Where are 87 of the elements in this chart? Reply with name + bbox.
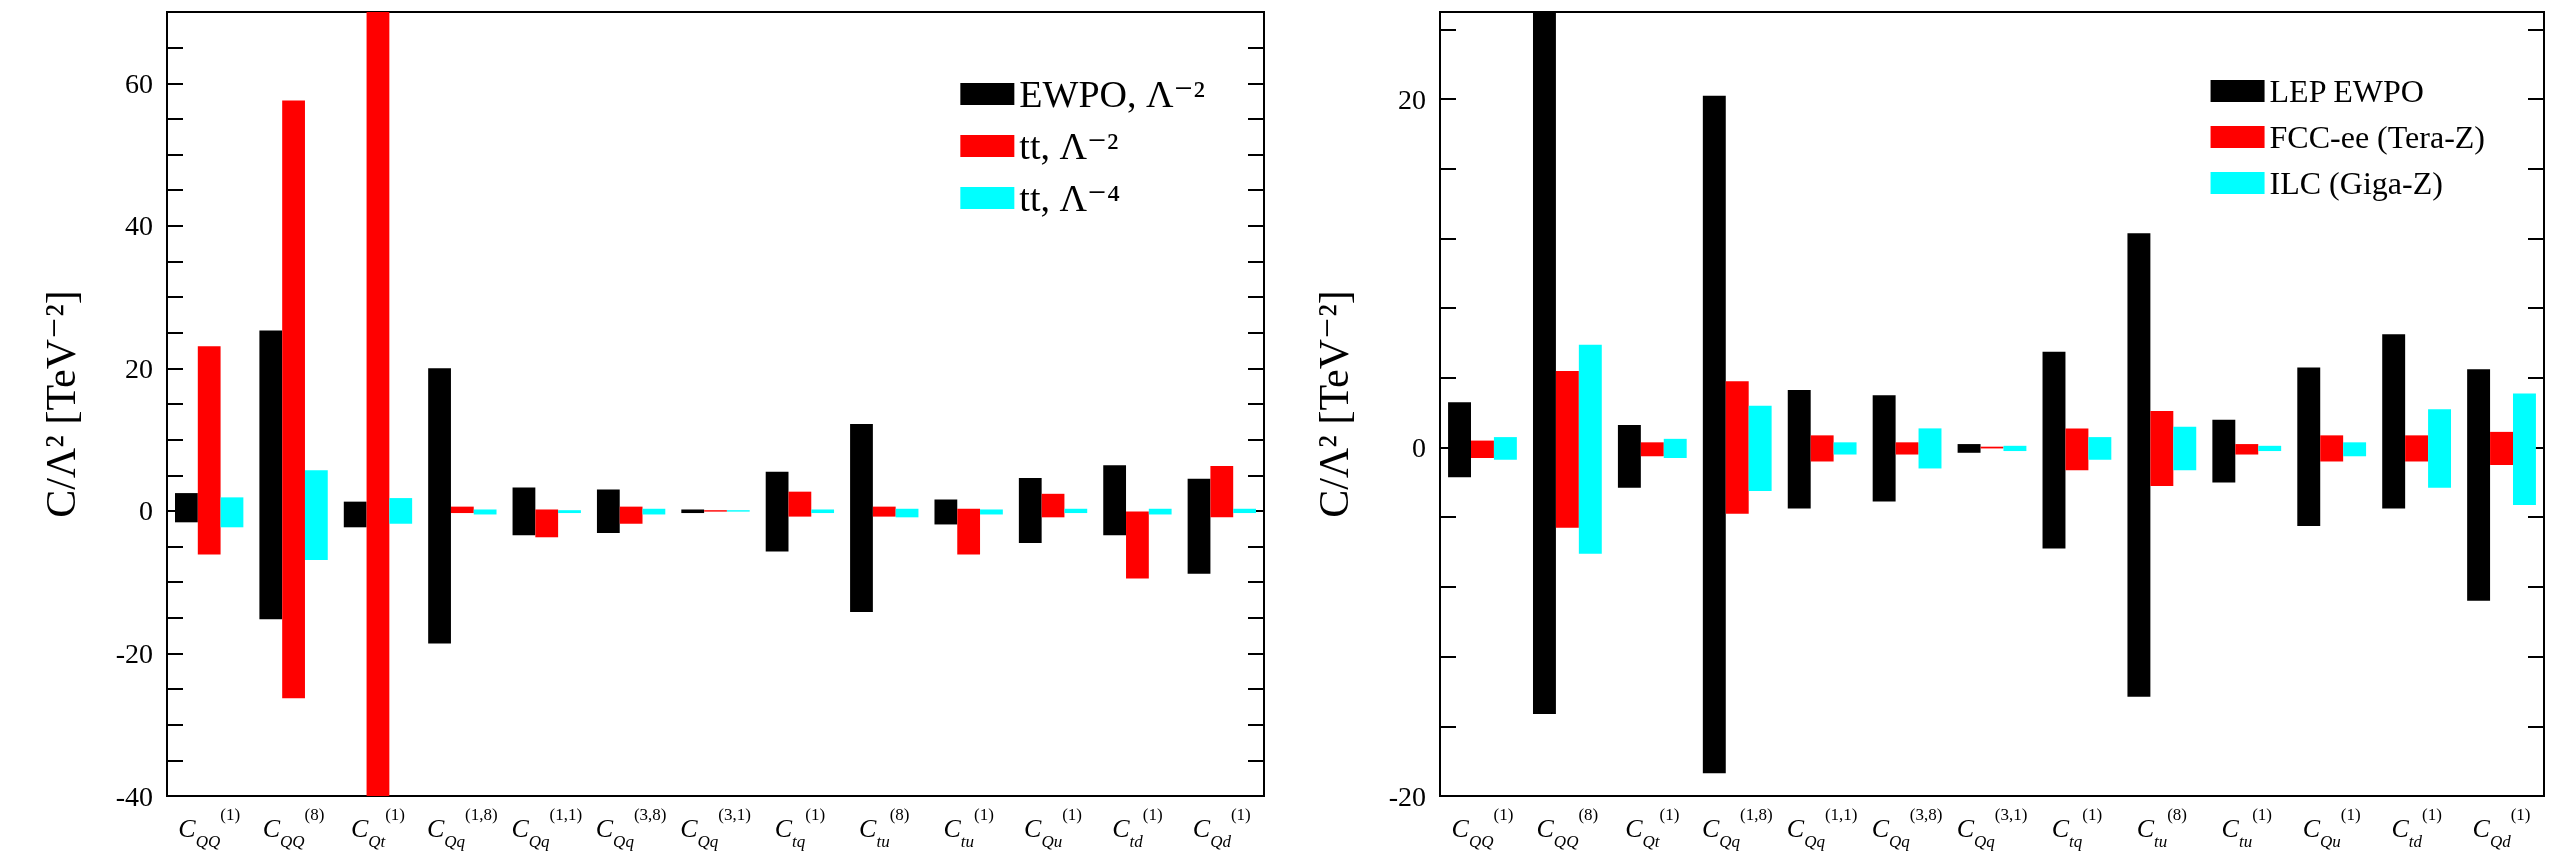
- bar: [2405, 435, 2429, 462]
- bar: [1555, 370, 1579, 528]
- bar: [2382, 334, 2406, 509]
- bar: [2065, 428, 2089, 471]
- bar: [389, 498, 413, 524]
- bar: [1833, 442, 1857, 455]
- bar: [343, 501, 367, 528]
- bar: [2513, 393, 2536, 506]
- legend-label: FCC-ee (Tera-Z): [2269, 119, 2485, 155]
- bar: [980, 509, 1003, 515]
- bar: [1918, 428, 1942, 469]
- legend-label: EWPO, Λ⁻²: [1019, 73, 1206, 115]
- bar: [1187, 478, 1211, 574]
- bar: [282, 100, 305, 699]
- bar: [934, 499, 958, 525]
- bar: [2467, 369, 2491, 601]
- bar: [1787, 390, 1811, 509]
- bar: [512, 487, 536, 536]
- bar: [2150, 410, 2174, 486]
- bar: [1748, 405, 1772, 492]
- y-axis-title: C/Λ² [TeV⁻²]: [38, 290, 84, 518]
- bar: [811, 509, 835, 514]
- bar: [2042, 351, 2066, 549]
- bar: [1895, 442, 1919, 455]
- bar: [2258, 445, 2282, 452]
- bar: [1233, 508, 1256, 514]
- bar: [2173, 426, 2197, 471]
- bar: [428, 368, 451, 644]
- bar: [1103, 465, 1127, 536]
- y-tick-label: 20: [1398, 83, 1426, 115]
- bar: [2343, 442, 2367, 457]
- legend-label: tt, Λ⁻⁴: [1019, 177, 1121, 219]
- bar: [1018, 478, 1042, 543]
- y-tick-label: -40: [115, 780, 153, 812]
- bar: [1471, 440, 1494, 459]
- bar: [895, 508, 919, 518]
- legend-label: tt, Λ⁻²: [1019, 125, 1119, 167]
- y-tick-label: 60: [125, 67, 153, 99]
- bar: [535, 509, 559, 538]
- bar: [596, 489, 620, 533]
- bar: [850, 423, 873, 613]
- bar: [1064, 508, 1088, 514]
- bar: [259, 330, 283, 620]
- bar: [197, 346, 221, 555]
- bar: [558, 510, 581, 514]
- bar: [220, 497, 244, 528]
- bar: [1702, 95, 1726, 774]
- bar: [1041, 493, 1065, 518]
- bar: [1578, 344, 1602, 554]
- bar: [1640, 442, 1664, 457]
- y-tick-label: 0: [139, 495, 153, 527]
- bar: [1493, 437, 1517, 460]
- bar: [2088, 437, 2112, 460]
- bar: [1617, 424, 1641, 488]
- bar: [1810, 435, 1834, 462]
- bar: [1663, 438, 1687, 459]
- bar: [304, 470, 328, 561]
- bar: [1725, 381, 1749, 514]
- bar: [765, 471, 789, 552]
- bar: [1957, 444, 1981, 453]
- y-tick-label: -20: [1388, 780, 1426, 812]
- y-tick-label: -20: [115, 637, 153, 669]
- bar: [2297, 367, 2321, 526]
- bar: [450, 506, 474, 514]
- bar: [1872, 395, 1896, 502]
- bar: [473, 509, 497, 515]
- legend-label: ILC (Giga-Z): [2269, 165, 2443, 201]
- bar: [2235, 444, 2259, 455]
- bar: [872, 506, 896, 517]
- bar: [366, 12, 390, 796]
- y-tick-label: 20: [125, 352, 153, 384]
- bar: [957, 508, 981, 555]
- y-axis-title: C/Λ² [TeV⁻²]: [1311, 290, 1357, 518]
- bar: [681, 509, 705, 514]
- y-tick-label: 0: [1412, 432, 1426, 464]
- bar: [2320, 435, 2344, 462]
- bar: [2212, 419, 2236, 483]
- bar: [2003, 445, 2027, 452]
- bar: [2428, 409, 2452, 488]
- bar: [1210, 466, 1234, 518]
- y-tick-label: 40: [125, 210, 153, 242]
- bar: [1126, 511, 1149, 579]
- bar: [788, 491, 812, 517]
- legend-label: LEP EWPO: [2269, 73, 2424, 109]
- bar: [2127, 233, 2151, 697]
- bar: [2490, 431, 2513, 465]
- bar: [619, 506, 643, 524]
